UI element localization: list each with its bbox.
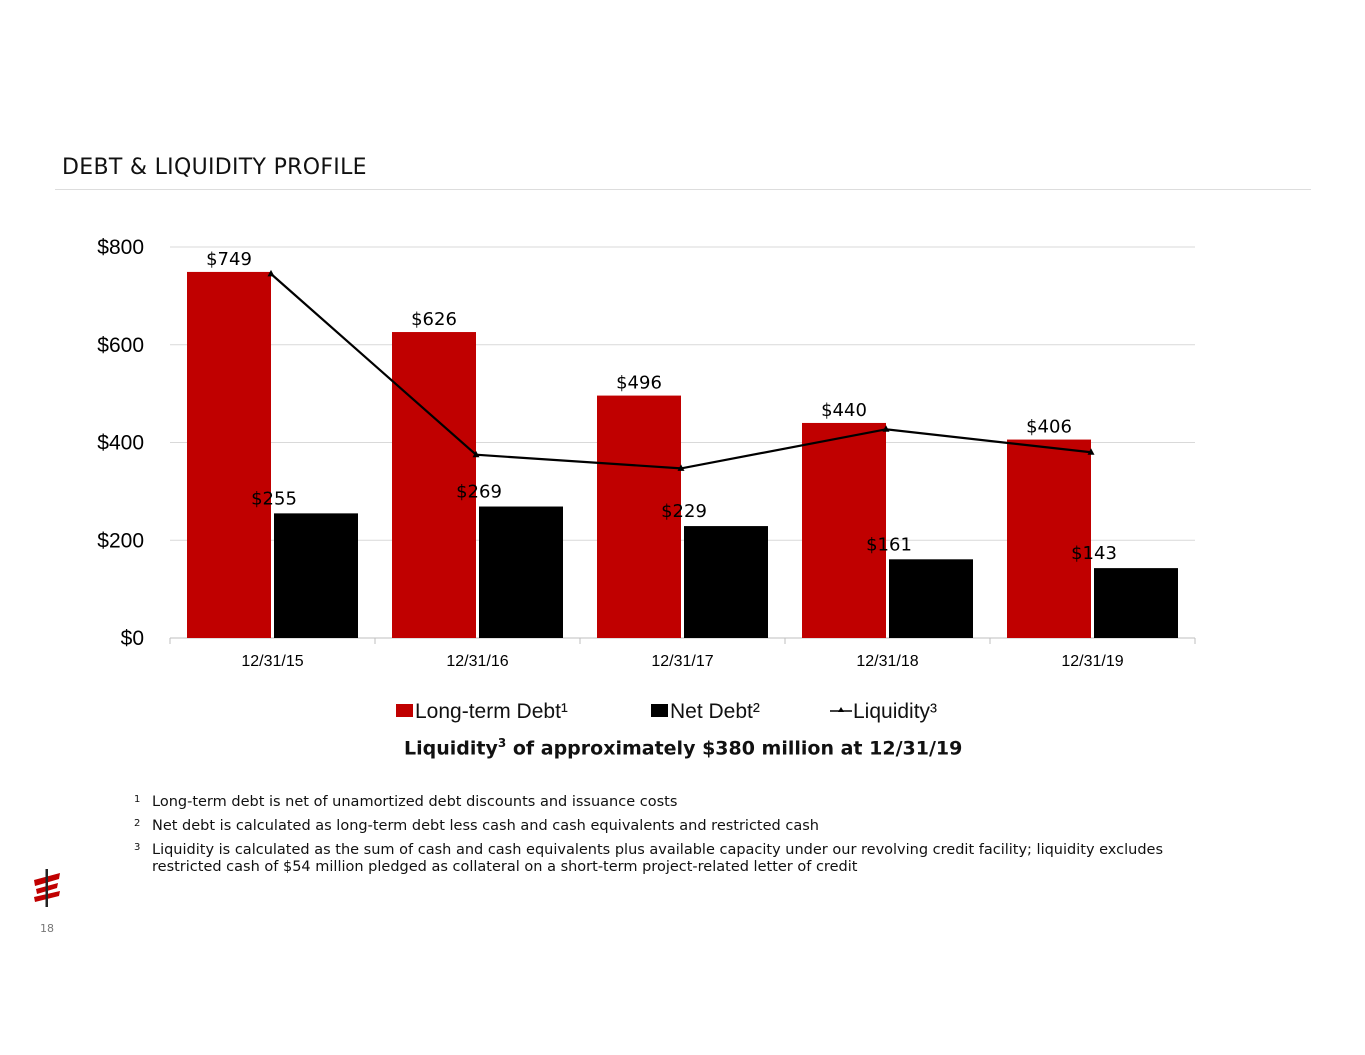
legend-swatch-net-debt bbox=[651, 703, 668, 717]
footnote-text: Liquidity is calculated as the sum of ca… bbox=[152, 842, 1163, 875]
x-tick-label: 12/31/19 bbox=[1061, 653, 1123, 670]
x-tick-label: 12/31/17 bbox=[651, 653, 713, 670]
data-label-net-debt: $229 bbox=[661, 501, 707, 522]
legend-item-net-debt: Net Debt² bbox=[651, 700, 760, 724]
y-tick-label: $800 bbox=[97, 236, 144, 259]
liquidity-point bbox=[472, 450, 480, 458]
data-label-long-term-debt: $496 bbox=[616, 373, 662, 394]
company-logo-icon bbox=[34, 869, 60, 907]
bar-net-debt bbox=[889, 559, 973, 638]
bar-long-term-debt bbox=[597, 395, 681, 638]
liquidity-point bbox=[882, 425, 890, 432]
x-tick-label: 12/31/16 bbox=[446, 653, 508, 670]
y-tick-label: $200 bbox=[97, 529, 144, 552]
bar-long-term-debt bbox=[1007, 439, 1091, 638]
legend-swatch-long-term-debt bbox=[396, 703, 413, 717]
footnote-2: 2 Net debt is calculated as long-term deb… bbox=[134, 818, 1234, 835]
debt-liquidity-chart: $0 $200 $400 $600 $800 $749 $255 12/31/15 $626 $2… bbox=[97, 236, 1196, 670]
liquidity-point bbox=[1087, 448, 1095, 455]
liquidity-point bbox=[677, 464, 685, 471]
footnote-text: Long-term debt is net of unamortized deb… bbox=[152, 794, 678, 810]
liquidity-point bbox=[267, 269, 275, 277]
legend-label-long-term-debt: Long-term Debt¹ bbox=[415, 700, 568, 723]
footnote-text: Net debt is calculated as long-term debt… bbox=[152, 818, 819, 834]
data-label-net-debt: $161 bbox=[866, 534, 912, 555]
data-label-net-debt: $143 bbox=[1071, 543, 1117, 564]
bar-net-debt bbox=[274, 513, 358, 638]
title-divider bbox=[55, 189, 1311, 190]
data-label-long-term-debt: $749 bbox=[206, 249, 252, 270]
bar-long-term-debt bbox=[187, 271, 271, 638]
liquidity-caption: Liquidity3 of approximately $380 million… bbox=[404, 736, 962, 759]
legend-line-liquidity-icon bbox=[830, 706, 852, 712]
data-label-net-debt: $269 bbox=[456, 482, 502, 503]
footnote-number: 2 bbox=[134, 818, 141, 829]
page-number: 18 bbox=[40, 922, 54, 935]
legend-label-liquidity: Liquidity³ bbox=[853, 700, 938, 723]
bar-net-debt bbox=[479, 506, 563, 638]
footnotes: 1 Long-term debt is net of unamortized de… bbox=[134, 794, 1234, 883]
bar-net-debt bbox=[1094, 568, 1178, 638]
slide-title: DEBT & LIQUIDITY PROFILE bbox=[62, 155, 367, 180]
y-tick-label: $600 bbox=[97, 334, 144, 357]
legend-item-long-term-debt: Long-term Debt¹ bbox=[396, 700, 568, 724]
x-tick-label: 12/31/18 bbox=[856, 653, 918, 670]
data-label-net-debt: $255 bbox=[251, 488, 297, 509]
footnote-number: 3 bbox=[134, 842, 141, 853]
bar-long-term-debt bbox=[392, 332, 476, 638]
bar-net-debt bbox=[684, 526, 768, 638]
legend-item-liquidity: Liquidity³ bbox=[830, 700, 937, 724]
caption-superscript: 3 bbox=[497, 736, 507, 750]
x-tick-label: 12/31/15 bbox=[241, 653, 303, 670]
y-tick-label: $400 bbox=[97, 432, 144, 455]
footnote-number: 1 bbox=[134, 794, 141, 805]
caption-prefix: Liquidity bbox=[404, 737, 498, 760]
data-label-long-term-debt: $626 bbox=[411, 309, 457, 330]
caption-suffix: of approximately $380 million at 12/31/1… bbox=[506, 737, 963, 760]
footnote-3: 3 Liquidity is calculated as the sum of c… bbox=[134, 842, 1234, 876]
bar-long-term-debt bbox=[802, 422, 886, 638]
data-label-long-term-debt: $440 bbox=[821, 400, 867, 421]
footnote-1: 1 Long-term debt is net of unamortized de… bbox=[134, 794, 1234, 811]
data-label-long-term-debt: $406 bbox=[1026, 417, 1072, 438]
y-tick-label: $0 bbox=[121, 627, 144, 650]
legend-label-net-debt: Net Debt² bbox=[670, 700, 760, 723]
